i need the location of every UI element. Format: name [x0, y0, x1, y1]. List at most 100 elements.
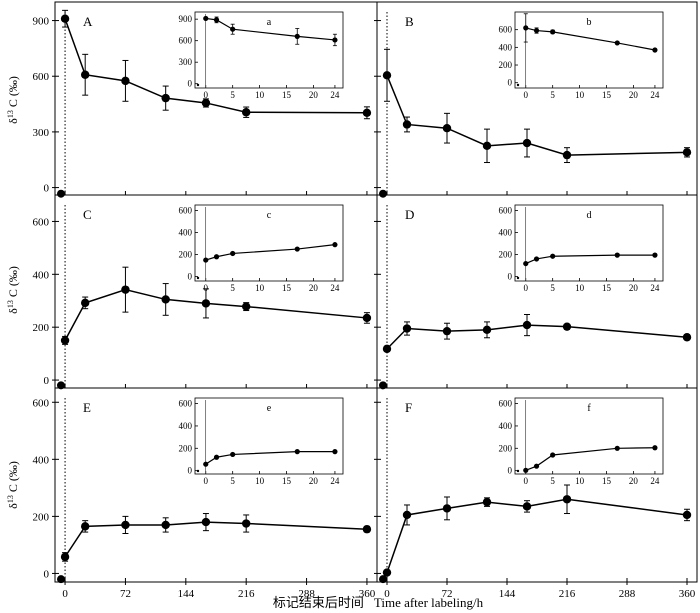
series-line-c [64, 288, 368, 341]
data-point-a [121, 76, 130, 86]
inset-x-tick-label-a: 15 [282, 90, 292, 100]
y-tick-label-c: 0 [44, 375, 50, 387]
inset-y-tick-label-d: 200 [499, 250, 513, 260]
baseline-point-f [379, 575, 387, 584]
inset-data-point-a [213, 17, 220, 23]
inset-frame-d [514, 204, 664, 282]
inset-x-tick-label-b: 5 [550, 90, 555, 100]
inset-y-tick-label-d: 400 [499, 228, 513, 238]
inset-y-tick-label-e: 600 [179, 399, 193, 409]
y-tick-label-a: 300 [33, 127, 50, 139]
inset-f: 0 200 400 600 0 5 10 15 20 24 f [499, 397, 664, 486]
series-line-f [386, 498, 688, 573]
inset-d: 0 200 400 600 0 5 10 15 20 24 d [499, 204, 664, 293]
data-point-b [682, 148, 692, 157]
y-tick-label-e: 600 [33, 397, 50, 409]
inset-data-point-c [294, 246, 300, 252]
data-point-d [402, 324, 412, 333]
inset-label-f: f [587, 403, 591, 414]
inset-x-tick-label-d: 24 [650, 283, 660, 293]
inset-x-tick-label-c: 0 [204, 283, 209, 293]
inset-x-tick-label-b: 0 [524, 90, 529, 100]
inset-x-tick-label-f: 10 [575, 476, 585, 486]
inset-data-point-b [523, 25, 529, 31]
x-axis-label: 标记结束后时间 Time after labeling/h [273, 595, 484, 610]
panel-a: 0 300 600 900 A 0 300 600 900 0 5 10 15 20 24 a [33, 1, 378, 198]
y-tick-label-c: 600 [33, 216, 50, 228]
data-point-f [382, 568, 392, 577]
inset-data-point-f [523, 467, 529, 473]
y-tick-label-c: 400 [33, 269, 50, 281]
inset-frame-c [194, 204, 344, 282]
y-tick-label-a: 0 [44, 183, 50, 195]
inset-x-tick-label-a: 20 [309, 90, 319, 100]
inset-y-tick-label-a: 0 [188, 79, 193, 89]
x-tick-label-f: 144 [499, 588, 516, 600]
inset-data-point-b [550, 29, 556, 35]
data-point-a [161, 93, 170, 103]
data-point-e [121, 520, 130, 530]
x-tick-label-e: 0 [62, 588, 68, 600]
baseline-point-b [379, 189, 387, 198]
inset-x-tick-label-c: 5 [230, 283, 235, 293]
data-point-b [522, 138, 532, 148]
panel-c: 0 200 400 600 C 0 200 400 600 0 5 10 15 20 24 c [33, 194, 378, 390]
inset-x-tick-label-a: 0 [204, 90, 209, 100]
inset-y-tick-label-c: 400 [179, 228, 193, 238]
data-point-f [562, 495, 572, 504]
inset-data-point-a [230, 26, 236, 32]
inset-y-tick-label-e: 200 [179, 443, 193, 453]
panel-label-a: A [83, 14, 93, 29]
y-tick-label-e: 0 [44, 568, 50, 580]
inset-y-tick-label-d: 600 [499, 206, 513, 216]
inset-x-tick-label-d: 5 [550, 283, 555, 293]
x-tick-label-f: 360 [679, 588, 696, 600]
y-axis-label-row3: δ13 C (‰) [6, 461, 20, 509]
inset-y-tick-label-a: 300 [179, 57, 193, 67]
inset-y-tick-label-f: 400 [499, 421, 513, 431]
inset-y-tick-label-b: 200 [499, 60, 513, 70]
panel-b: B 0 200 400 600 0 5 10 15 20 24 b [374, 1, 698, 198]
inset-x-tick-label-f: 0 [524, 476, 529, 486]
baseline-point-e [57, 575, 65, 584]
x-tick-label-e: 360 [359, 588, 376, 600]
inset-x-tick-label-d: 10 [575, 283, 585, 293]
inset-y-tick-label-c: 600 [179, 206, 193, 216]
y-axis-label-row1: δ13 C (‰) [6, 76, 20, 124]
inset-x-tick-label-a: 10 [255, 90, 265, 100]
inset-y-tick-label-b: 0 [508, 78, 513, 88]
x-tick-label-f: 72 [442, 588, 453, 600]
data-point-a [241, 108, 251, 117]
inset-x-tick-label-c: 24 [330, 283, 340, 293]
inset-x-tick-label-a: 24 [330, 90, 340, 100]
data-point-d [562, 322, 572, 331]
inset-baseline-point-a [196, 83, 200, 87]
inset-data-point-e [294, 449, 300, 455]
x-tick-label-e: 144 [178, 588, 195, 600]
inset-data-point-b [652, 47, 658, 53]
inset-data-point-e [332, 449, 338, 455]
inset-baseline-point-d [516, 276, 520, 280]
series-line-e [64, 521, 367, 558]
baseline-point-a [57, 189, 65, 198]
data-point-b [562, 150, 572, 160]
data-point-b [442, 123, 452, 133]
inset-frame-f [514, 397, 664, 475]
inset-x-tick-label-c: 10 [255, 283, 265, 293]
inset-data-point-b [533, 27, 540, 34]
data-point-a [80, 70, 90, 79]
inset-label-c: c [267, 210, 272, 221]
inset-data-point-c [203, 257, 209, 263]
inset-data-point-c [213, 254, 220, 260]
inset-y-tick-label-f: 200 [499, 443, 513, 453]
inset-x-tick-label-e: 5 [230, 476, 235, 486]
inset-x-tick-label-e: 10 [255, 476, 265, 486]
x-tick-label-e: 288 [298, 588, 315, 600]
inset-x-tick-label-c: 20 [309, 283, 319, 293]
panel-label-d: D [405, 207, 414, 222]
panel-label-e: E [83, 400, 91, 415]
data-point-f [522, 502, 532, 511]
inset-x-tick-label-d: 0 [524, 283, 529, 293]
panel-label-c: C [83, 207, 92, 222]
data-point-a [201, 98, 211, 108]
